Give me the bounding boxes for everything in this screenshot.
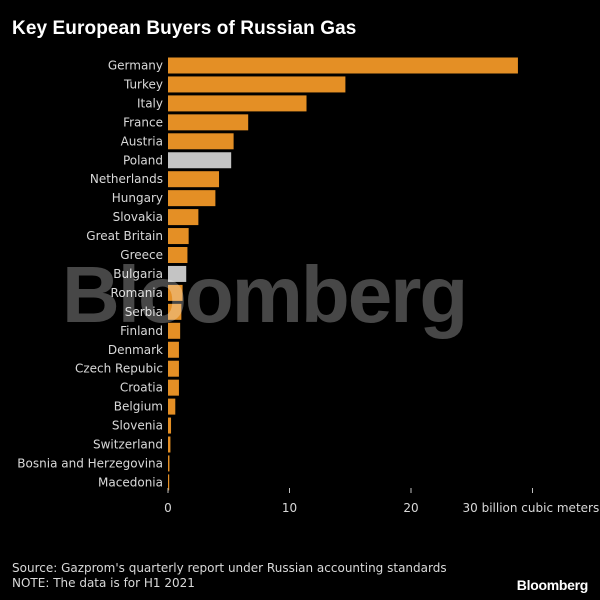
bar-netherlands [168,171,220,188]
x-tick-label-20: 20 [403,501,418,515]
chart-title: Key European Buyers of Russian Gas [12,18,357,39]
category-label-greece: Greece [120,248,163,262]
source-note: Source: Gazprom's quarterly report under… [12,561,447,575]
bar-greece [168,247,188,263]
category-label-netherlands: Netherlands [90,172,163,186]
bar-bulgaria [168,265,187,282]
category-label-bosnia-and-herzegovina: Bosnia and Herzegovina [17,456,163,470]
bar-poland [168,152,232,169]
bar-turkey [168,76,346,93]
bar-france [168,114,249,131]
category-label-hungary: Hungary [112,191,163,205]
x-tick-label-10: 10 [282,501,297,515]
category-label-italy: Italy [137,96,163,110]
bar-germany [168,57,518,74]
data-period-note: NOTE: The data is for H1 2021 [12,576,195,590]
category-label-slovakia: Slovakia [113,210,163,224]
bars-layer [168,57,518,491]
x-tick-label-0: 0 [164,501,172,515]
x-tick-label-30: 30 billion cubic meters [463,501,600,515]
category-label-serbia: Serbia [125,305,163,319]
bar-denmark [168,341,179,358]
bar-slovakia [168,209,199,226]
category-label-france: France [123,115,163,129]
bar-great-britain [168,228,189,245]
bar-finland [168,322,181,339]
bar-bosnia-and-herzegovina [168,455,170,472]
bar-croatia [168,379,179,396]
bar-romania [168,284,183,301]
category-label-great-britain: Great Britain [86,229,163,243]
category-label-slovenia: Slovenia [112,419,163,433]
bar-switzerland [168,436,171,453]
bar-macedonia [168,474,170,491]
watermark-logo: Bloomberg [62,250,466,339]
category-label-poland: Poland [123,153,163,167]
bar-italy [168,95,307,112]
x-axis: 0 10 20 30 billion cubic meters [164,488,599,515]
category-label-switzerland: Switzerland [93,438,163,452]
category-label-finland: Finland [120,324,163,338]
category-labels: Germany Turkey Italy France Austria Poland Net… [17,59,163,490]
category-label-czech-repubic: Czech Repubic [75,362,163,376]
brand-logo: Bloomberg [516,577,589,593]
bar-belgium [168,398,176,415]
category-label-bulgaria: Bulgaria [113,267,163,281]
bar-slovenia [168,417,172,434]
bar-serbia [168,303,182,320]
category-label-belgium: Belgium [114,400,163,414]
category-label-denmark: Denmark [108,343,163,357]
category-label-macedonia: Macedonia [98,475,163,489]
category-label-austria: Austria [121,134,163,148]
category-label-romania: Romania [111,286,163,300]
category-label-germany: Germany [108,59,163,73]
bar-czech-repubic [168,360,179,377]
category-label-croatia: Croatia [120,381,163,395]
bar-hungary [168,190,216,207]
bar-austria [168,133,234,150]
category-label-turkey: Turkey [123,77,163,91]
